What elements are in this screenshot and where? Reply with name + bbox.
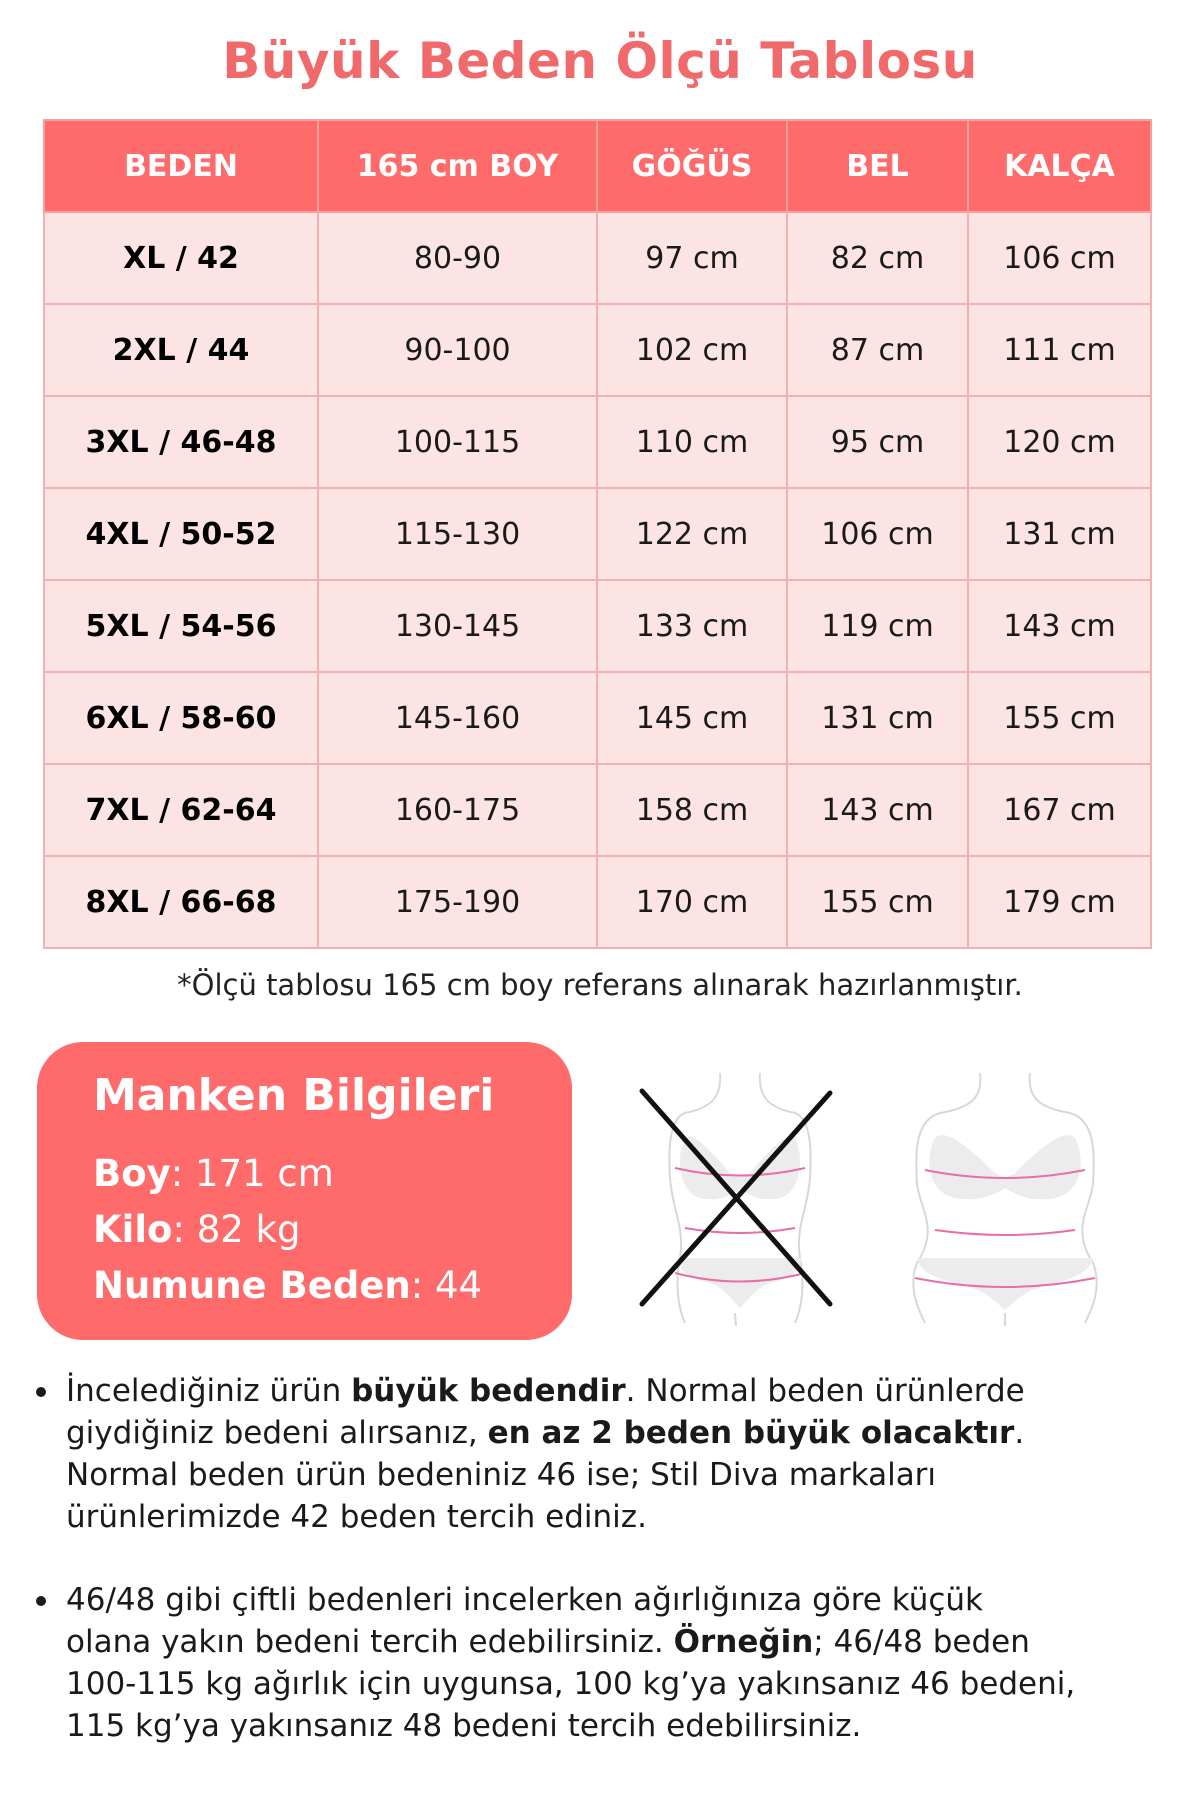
bullet-line: Normal beden ürün bedeniniz 46 ise; Stil… <box>66 1454 1025 1496</box>
page-title: Büyük Beden Ölçü Tablosu <box>222 32 978 90</box>
bold-text: büyük bedendir <box>351 1373 626 1409</box>
table-cell: 90-100 <box>317 303 598 397</box>
body-measure-correct-icon <box>912 1072 1098 1326</box>
table-cell: 175-190 <box>317 855 598 949</box>
table-row: 4XL / 50-52 115-130 122 cm 106 cm 131 cm <box>43 487 1152 581</box>
table-row: 5XL / 54-56 130-145 133 cm 119 cm 143 cm <box>43 579 1152 673</box>
size-cell: 2XL / 44 <box>43 303 319 397</box>
table-cell: 133 cm <box>596 579 788 673</box>
table-cell: 115-130 <box>317 487 598 581</box>
table-cell: 155 cm <box>967 671 1152 765</box>
table-header-row: BEDEN 165 cm BOY GÖĞÜS BEL KALÇA <box>43 119 1152 213</box>
size-cell: 8XL / 66-68 <box>43 855 319 949</box>
bullet-line: ürünlerimizde 42 beden tercih ediniz. <box>66 1496 1025 1538</box>
table-cell: 155 cm <box>786 855 969 949</box>
value: : 44 <box>410 1264 483 1307</box>
text: 100-115 kg ağırlık için uygunsa, 100 kg’… <box>66 1666 1076 1702</box>
bold-text: en az 2 beden büyük olacaktır <box>487 1415 1015 1451</box>
table-cell: 130-145 <box>317 579 598 673</box>
text: İncelediğiniz ürün <box>66 1373 352 1409</box>
text: giydiğiniz bedeni alırsanız, <box>66 1415 488 1451</box>
table-cell: 143 cm <box>967 579 1152 673</box>
footnote: *Ölçü tablosu 165 cm boy referans alınar… <box>177 968 1023 1002</box>
table-cell: 167 cm <box>967 763 1152 857</box>
text: Normal beden ürün bedeniniz 46 ise; Stil… <box>66 1457 937 1493</box>
table-cell: 102 cm <box>596 303 788 397</box>
table-cell: 143 cm <box>786 763 969 857</box>
column-header: BEDEN <box>43 119 319 213</box>
model-sample-size: Numune Beden: 44 <box>93 1264 482 1307</box>
table-cell: 179 cm <box>967 855 1152 949</box>
text: ürünlerimizde 42 beden tercih ediniz. <box>66 1499 647 1535</box>
table-row: 7XL / 62-64 160-175 158 cm 143 cm 167 cm <box>43 763 1152 857</box>
bullet-dot-icon <box>36 1387 46 1397</box>
size-cell: 5XL / 54-56 <box>43 579 319 673</box>
table-cell: 106 cm <box>967 211 1152 305</box>
bullet-dot-icon <box>36 1596 46 1606</box>
table-cell: 122 cm <box>596 487 788 581</box>
size-cell: 4XL / 50-52 <box>43 487 319 581</box>
model-info-title: Manken Bilgileri <box>93 1070 495 1121</box>
text: . Normal beden ürünlerde <box>625 1373 1025 1409</box>
size-chart-table: BEDEN 165 cm BOY GÖĞÜS BEL KALÇA XL / 42 80-9… <box>43 119 1152 949</box>
table-row: 2XL / 44 90-100 102 cm 87 cm 111 cm <box>43 303 1152 397</box>
model-weight: Kilo: 82 kg <box>93 1208 300 1251</box>
table-cell: 82 cm <box>786 211 969 305</box>
table-cell: 145 cm <box>596 671 788 765</box>
label: Numune Beden <box>93 1264 411 1307</box>
text: 46/48 gibi çiftli bedenleri incelerken a… <box>66 1582 984 1618</box>
bullet-line: olana yakın bedeni tercih edebilirsiniz.… <box>66 1621 1075 1663</box>
model-info-card: Manken Bilgileri Boy: 171 cm Kilo: 82 kg… <box>37 1042 572 1340</box>
bullet-item: İncelediğiniz ürün büyük bedendir. Norma… <box>36 1370 1025 1538</box>
table-cell: 111 cm <box>967 303 1152 397</box>
column-header: GÖĞÜS <box>596 119 788 213</box>
table-cell: 160-175 <box>317 763 598 857</box>
value: : 171 cm <box>170 1152 334 1195</box>
table-row: 6XL / 58-60 145-160 145 cm 131 cm 155 cm <box>43 671 1152 765</box>
bullet-item: 46/48 gibi çiftli bedenleri incelerken a… <box>36 1579 1075 1747</box>
column-header: KALÇA <box>967 119 1152 213</box>
text: ; 46/48 beden <box>813 1624 1030 1660</box>
body-measure-wrong-crossed-icon <box>639 1072 833 1327</box>
bullet-line: giydiğiniz bedeni alırsanız, en az 2 bed… <box>66 1412 1025 1454</box>
table-cell: 131 cm <box>786 671 969 765</box>
bullet-line: 115 kg’ya yakınsanız 48 bedeni tercih ed… <box>66 1705 1075 1747</box>
model-height: Boy: 171 cm <box>93 1152 334 1195</box>
bullet-line: 46/48 gibi çiftli bedenleri incelerken a… <box>66 1579 1075 1621</box>
bullet-line: İncelediğiniz ürün büyük bedendir. Norma… <box>66 1370 1025 1412</box>
bullet-line: 100-115 kg ağırlık için uygunsa, 100 kg’… <box>66 1663 1075 1705</box>
table-cell: 158 cm <box>596 763 788 857</box>
size-cell: 3XL / 46-48 <box>43 395 319 489</box>
table-cell: 80-90 <box>317 211 598 305</box>
text: olana yakın bedeni tercih edebilirsiniz. <box>66 1624 674 1660</box>
table-cell: 131 cm <box>967 487 1152 581</box>
bold-text: Örneğin <box>673 1624 814 1660</box>
table-cell: 100-115 <box>317 395 598 489</box>
size-cell: 6XL / 58-60 <box>43 671 319 765</box>
column-header: BEL <box>786 119 969 213</box>
table-cell: 145-160 <box>317 671 598 765</box>
size-cell: XL / 42 <box>43 211 319 305</box>
table-cell: 87 cm <box>786 303 969 397</box>
table-cell: 110 cm <box>596 395 788 489</box>
table-cell: 120 cm <box>967 395 1152 489</box>
table-cell: 97 cm <box>596 211 788 305</box>
label: Kilo <box>93 1208 173 1251</box>
column-header: 165 cm BOY <box>317 119 598 213</box>
label: Boy <box>93 1152 171 1195</box>
text: . <box>1014 1415 1025 1451</box>
table-row: 8XL / 66-68 175-190 170 cm 155 cm 179 cm <box>43 855 1152 949</box>
table-cell: 106 cm <box>786 487 969 581</box>
text: 115 kg’ya yakınsanız 48 bedeni tercih ed… <box>66 1708 862 1744</box>
table-row: XL / 42 80-90 97 cm 82 cm 106 cm <box>43 211 1152 305</box>
size-cell: 7XL / 62-64 <box>43 763 319 857</box>
value: : 82 kg <box>172 1208 301 1251</box>
table-cell: 119 cm <box>786 579 969 673</box>
table-row: 3XL / 46-48 100-115 110 cm 95 cm 120 cm <box>43 395 1152 489</box>
table-cell: 95 cm <box>786 395 969 489</box>
table-cell: 170 cm <box>596 855 788 949</box>
